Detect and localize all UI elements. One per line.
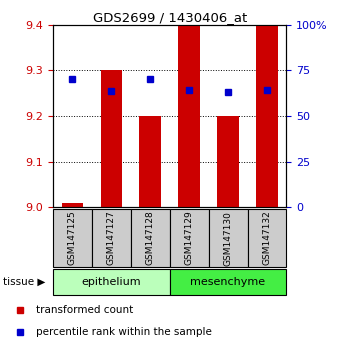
Title: GDS2699 / 1430406_at: GDS2699 / 1430406_at — [92, 11, 247, 24]
Text: GSM147128: GSM147128 — [146, 211, 155, 266]
Text: GSM147129: GSM147129 — [184, 211, 194, 266]
Bar — [131, 209, 170, 267]
Bar — [101, 70, 122, 207]
Bar — [139, 116, 161, 207]
Text: GSM147130: GSM147130 — [224, 211, 233, 266]
Bar — [62, 202, 83, 207]
Text: percentile rank within the sample: percentile rank within the sample — [36, 327, 212, 337]
Bar — [53, 269, 170, 295]
Text: transformed count: transformed count — [36, 305, 134, 315]
Bar — [92, 209, 131, 267]
Text: GSM147125: GSM147125 — [68, 211, 77, 266]
Text: epithelium: epithelium — [81, 277, 141, 287]
Bar — [256, 25, 278, 207]
Bar — [170, 209, 209, 267]
Text: GSM147127: GSM147127 — [107, 211, 116, 266]
Bar — [217, 116, 239, 207]
Bar — [53, 209, 92, 267]
Text: mesenchyme: mesenchyme — [191, 277, 266, 287]
Bar — [170, 269, 286, 295]
Text: tissue ▶: tissue ▶ — [3, 277, 46, 287]
Text: GSM147132: GSM147132 — [263, 211, 271, 266]
Bar — [209, 209, 248, 267]
Bar — [248, 209, 286, 267]
Bar — [178, 25, 200, 207]
